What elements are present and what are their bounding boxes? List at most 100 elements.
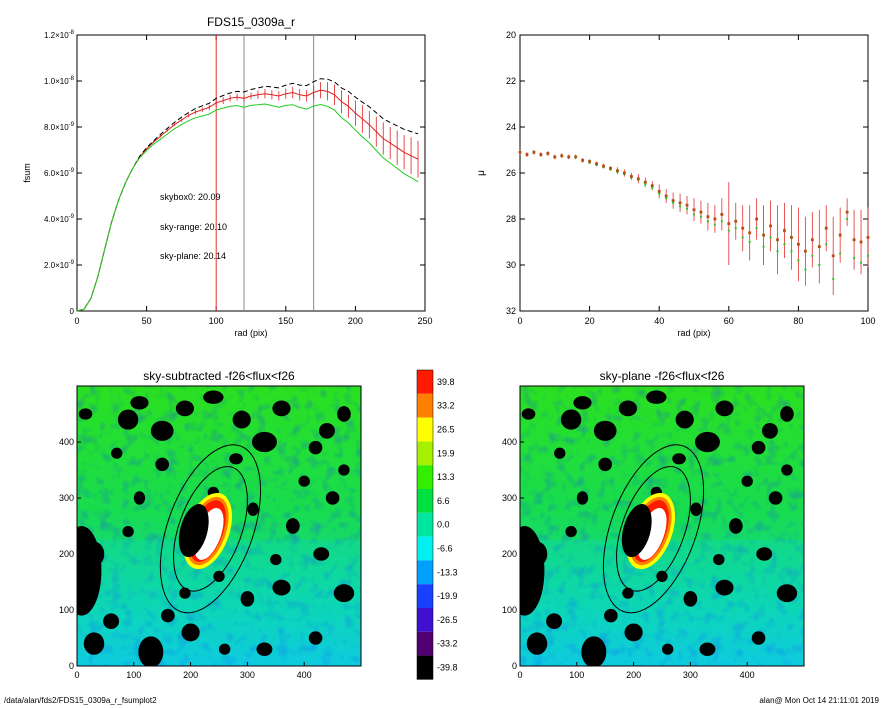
x-axis-label: rad (pix): [677, 328, 710, 338]
y-tick-label: 6.0×10-9: [44, 168, 75, 178]
x-tick-label: 200: [626, 670, 641, 680]
footer-path: /data/alan/fds2/FDS15_0309a_r_fsumplot2: [4, 696, 157, 705]
colorbar-label: 6.6: [437, 496, 450, 506]
data-point: [741, 236, 744, 239]
star-mask: [683, 590, 698, 607]
y-tick-label: 100: [59, 605, 74, 615]
star-mask: [576, 491, 589, 505]
y-tick-label: 32: [506, 306, 516, 316]
x-tick-label: 300: [240, 670, 255, 680]
star-mask: [77, 526, 102, 616]
data-point: [616, 169, 619, 173]
x-tick-label: 400: [297, 670, 312, 680]
data-point: [824, 226, 828, 230]
x-tick-label: 0: [517, 670, 522, 680]
data-point: [658, 192, 661, 195]
data-point: [866, 236, 870, 239]
data-point: [699, 215, 702, 218]
star-mask: [122, 526, 134, 538]
star-mask: [175, 400, 195, 417]
colorbar-label: 19.9: [437, 448, 455, 458]
image-content: [77, 386, 361, 666]
data-point: [846, 218, 849, 220]
x-tick-label: 0: [74, 670, 79, 680]
data-point: [672, 201, 675, 204]
star-mask: [251, 431, 277, 453]
data-point: [762, 245, 765, 248]
image-frame: [76, 385, 362, 667]
sky-lower-tint: [77, 540, 361, 666]
y-tick-label: 28: [506, 214, 516, 224]
x-tick-label: 100: [209, 316, 224, 326]
x-tick-label: 50: [142, 316, 152, 326]
y-tick-label: 400: [502, 437, 517, 447]
colorbar-label: 39.8: [437, 377, 455, 387]
star-mask: [325, 491, 340, 505]
data-point: [825, 243, 828, 246]
data-point: [643, 180, 647, 184]
star-mask: [675, 410, 694, 429]
y-tick-label: 200: [502, 549, 517, 559]
data-point: [797, 242, 800, 246]
star-mask: [247, 502, 259, 516]
data-point: [609, 167, 612, 170]
series-line-1: [76, 78, 419, 312]
star-mask: [618, 400, 638, 417]
data-point: [755, 227, 758, 230]
data-point: [706, 215, 710, 219]
series-line-0: [76, 89, 419, 312]
data-point: [539, 153, 543, 156]
data-point: [629, 175, 633, 178]
data-point: [867, 254, 869, 257]
data-point: [748, 231, 752, 235]
star-mask: [776, 584, 798, 603]
star-mask: [756, 547, 773, 561]
y-tick-label: 300: [502, 493, 517, 503]
x-tick-label: 80: [793, 316, 803, 326]
star-mask: [313, 547, 330, 561]
star-mask: [565, 526, 577, 538]
galaxy-core: [194, 508, 224, 560]
data-point: [734, 219, 738, 223]
star-mask: [624, 623, 643, 642]
star-mask: [270, 554, 282, 566]
data-point: [560, 154, 564, 158]
y-tick-label: 1.0×10-8: [44, 76, 75, 86]
data-point: [755, 217, 759, 221]
star-mask: [573, 396, 592, 410]
data-point: [671, 199, 675, 202]
aperture-ellipse: [602, 444, 705, 614]
data-point: [727, 229, 730, 232]
y-axis-label: fsum: [22, 163, 32, 183]
data-point: [532, 150, 536, 154]
x-tick-label: 20: [585, 316, 595, 326]
y-tick-label: 200: [59, 549, 74, 559]
star-mask: [337, 406, 351, 422]
colorbar-swatch: [417, 512, 433, 537]
colorbar-swatch: [417, 441, 433, 466]
y-tick-label: 20: [506, 30, 516, 40]
data-point: [748, 241, 751, 243]
data-point: [832, 277, 835, 280]
data-point: [818, 264, 821, 266]
data-point: [588, 160, 591, 163]
star-mask: [130, 396, 149, 410]
star-mask: [593, 420, 617, 441]
colorbar-swatch: [417, 655, 433, 680]
star-mask: [741, 475, 753, 487]
data-point: [762, 233, 765, 237]
star-mask: [751, 631, 766, 645]
star-mask: [318, 422, 335, 439]
data-point: [838, 233, 842, 237]
data-point: [845, 210, 849, 214]
star-mask: [581, 636, 607, 666]
data-point: [741, 226, 745, 230]
star-mask: [229, 453, 243, 465]
star-mask: [138, 636, 164, 666]
x-tick-label: 150: [278, 316, 293, 326]
data-point: [790, 236, 793, 239]
star-mask: [751, 440, 766, 455]
star-mask: [83, 632, 105, 655]
star-mask: [203, 390, 224, 404]
